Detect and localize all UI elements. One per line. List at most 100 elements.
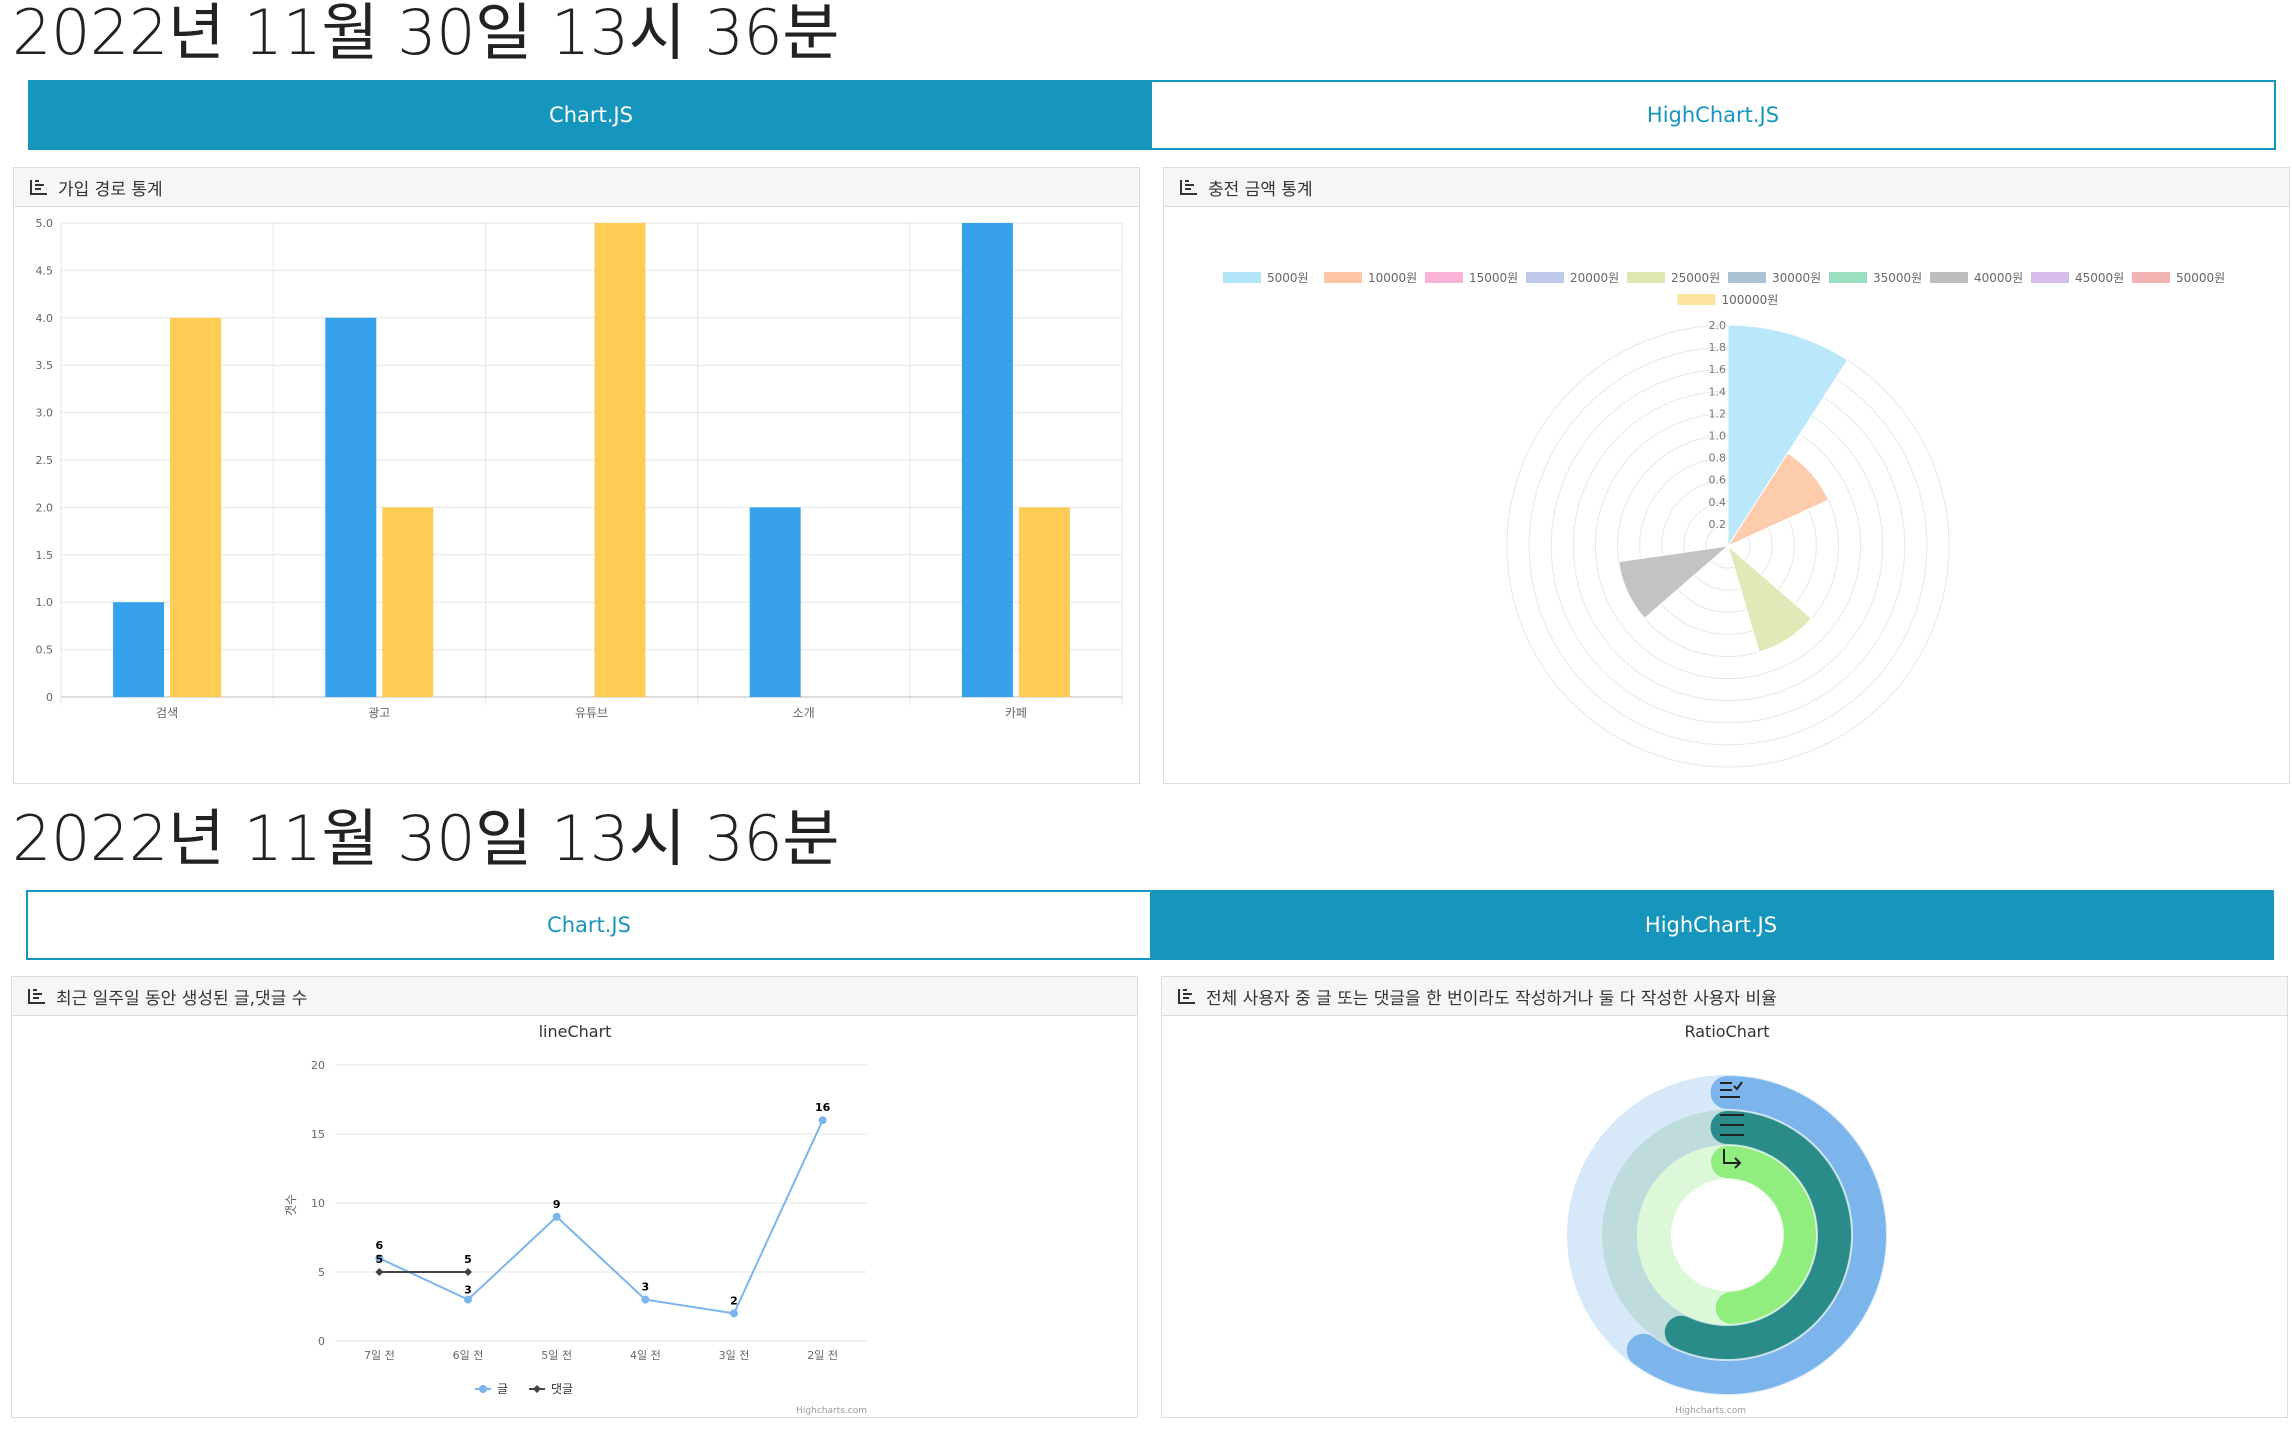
bar-chart-icon [28, 989, 45, 1004]
x-tick-label: 카페 [1005, 706, 1027, 720]
panel-header: 가입 경로 통계 [14, 168, 1139, 207]
page-title: 2022년 11월 30일 13시 36분 [12, 802, 839, 875]
panel-header: 충전 금액 통계 [1164, 168, 2289, 207]
data-point [552, 1212, 561, 1221]
data-label: 5 [464, 1253, 472, 1266]
gauge-value-arc [1626, 1076, 1886, 1394]
y-tick-label: 5 [318, 1266, 325, 1279]
legend-swatch [1829, 272, 1867, 283]
panel-header: 전체 사용자 중 글 또는 댓글을 한 번이라도 작성하거나 둘 다 작성한 사… [1162, 977, 2287, 1016]
legend-label: 댓글 [551, 1382, 573, 1396]
x-tick-label: 4일 전 [630, 1348, 661, 1362]
ratio-gauge-chart: RatioChart Highcharts.com [1567, 1022, 1887, 1416]
bar [382, 507, 434, 697]
y-tick-label: 3.0 [36, 407, 54, 420]
list-icon [1720, 1114, 1744, 1136]
legend-label: 45000원 [2075, 271, 2124, 285]
bar [1018, 507, 1070, 697]
y-tick-label: 10 [311, 1197, 325, 1210]
legend-marker [533, 1385, 541, 1393]
r-tick-label: 2.0 [1709, 319, 1727, 332]
data-point [818, 1116, 827, 1125]
legend-swatch [1425, 272, 1463, 283]
y-tick-label: 0.5 [36, 644, 54, 657]
legend-label: 50000원 [2176, 271, 2225, 285]
gauge-value-arc [1664, 1111, 1851, 1359]
legend-swatch [1677, 294, 1716, 305]
data-point [464, 1268, 472, 1276]
polar-slice [1727, 544, 1813, 653]
chart-library-tabs: Chart.JS HighChart.JS [28, 80, 2276, 150]
x-tick-label: 2일 전 [807, 1348, 838, 1362]
x-tick-label: 7일 전 [364, 1348, 395, 1362]
data-label: 3 [642, 1281, 650, 1294]
r-tick-label: 1.6 [1709, 363, 1727, 376]
r-tick-label: 0.4 [1709, 496, 1727, 509]
panel-title: 충전 금액 통계 [1208, 179, 1313, 200]
bar [170, 317, 222, 697]
legend-label: 25000원 [1671, 271, 1720, 285]
panel-title: 최근 일주일 동안 생성된 글,댓글 수 [56, 988, 308, 1009]
tab-highchartjs[interactable]: HighChart.JS [1150, 892, 2272, 958]
gauge-value-arc [1711, 1146, 1816, 1324]
y-axis-label: 갯수 [284, 1194, 298, 1216]
r-tick-label: 1.2 [1709, 407, 1727, 420]
x-tick-label: 6일 전 [453, 1348, 484, 1362]
legend-label: 20000원 [1570, 271, 1619, 285]
y-tick-label: 4.0 [36, 312, 54, 325]
legend-label: 글 [497, 1382, 508, 1396]
tab-chartjs[interactable]: Chart.JS [30, 82, 1152, 148]
tab-highchartjs[interactable]: HighChart.JS [1152, 82, 2274, 148]
legend-marker [479, 1385, 487, 1393]
data-label: 3 [464, 1284, 472, 1297]
x-tick-label: 광고 [368, 706, 390, 720]
series-line [378, 1119, 824, 1315]
legend-swatch [1526, 272, 1564, 283]
chart-title: lineChart [539, 1022, 612, 1041]
chart-title: RatioChart [1684, 1022, 1769, 1041]
r-tick-label: 0.8 [1709, 452, 1727, 465]
legend-label: 30000원 [1772, 271, 1821, 285]
data-label: 9 [553, 1198, 561, 1211]
tab-chartjs[interactable]: Chart.JS [28, 892, 1150, 958]
r-tick-label: 0.2 [1709, 518, 1727, 531]
data-label: 5 [376, 1253, 384, 1266]
bar [749, 507, 801, 697]
legend-label: 100000원 [1722, 293, 1779, 307]
x-tick-label: 소개 [793, 706, 815, 720]
data-point [375, 1254, 384, 1263]
legend-swatch [1728, 272, 1766, 283]
data-label: 6 [376, 1239, 384, 1252]
r-tick-label: 1.0 [1709, 430, 1727, 443]
y-tick-label: 0 [318, 1335, 325, 1348]
x-tick-label: 5일 전 [541, 1348, 572, 1362]
credits: Highcharts.com [1675, 1406, 1746, 1416]
legend-swatch [1324, 272, 1362, 283]
panel-title: 전체 사용자 중 글 또는 댓글을 한 번이라도 작성하거나 둘 다 작성한 사… [1206, 988, 1777, 1009]
legend-label: 15000원 [1469, 271, 1518, 285]
bar-chart-icon [1180, 180, 1197, 195]
chart-library-tabs: Chart.JS HighChart.JS [26, 890, 2274, 960]
y-tick-label: 2.0 [36, 501, 54, 514]
legend-swatch [2132, 272, 2170, 283]
x-tick-label: 3일 전 [719, 1348, 750, 1362]
x-tick-label: 검색 [156, 706, 178, 720]
y-tick-label: 15 [311, 1128, 325, 1141]
posts-line-chart: lineChart 0 5 10 15 20 갯수 7일 전 6일 전 5일 전 4일 전 3일 전 2… [284, 1022, 867, 1416]
chart-title: 사이트 이용자 코인 충전 통계 [1622, 207, 1833, 209]
y-tick-label: 2.5 [36, 454, 54, 467]
legend-swatch [2031, 272, 2069, 283]
bar-chart-icon [1178, 989, 1195, 1004]
y-tick-label: 20 [311, 1059, 325, 1072]
page-title: 2022년 11월 30일 13시 36분 [12, 0, 839, 69]
ratio-stats-panel: 전체 사용자 중 글 또는 댓글을 한 번이라도 작성하거나 둘 다 작성한 사… [1161, 976, 2288, 1418]
list-check-icon [1720, 1081, 1743, 1098]
legend-swatch [1930, 272, 1968, 283]
r-tick-label: 0.6 [1709, 474, 1727, 487]
legend-label: 40000원 [1974, 271, 2023, 285]
posts-stats-panel: 최근 일주일 동안 생성된 글,댓글 수 lineChart 0 5 10 15 20 갯수… [11, 976, 1138, 1418]
data-point [464, 1295, 472, 1304]
